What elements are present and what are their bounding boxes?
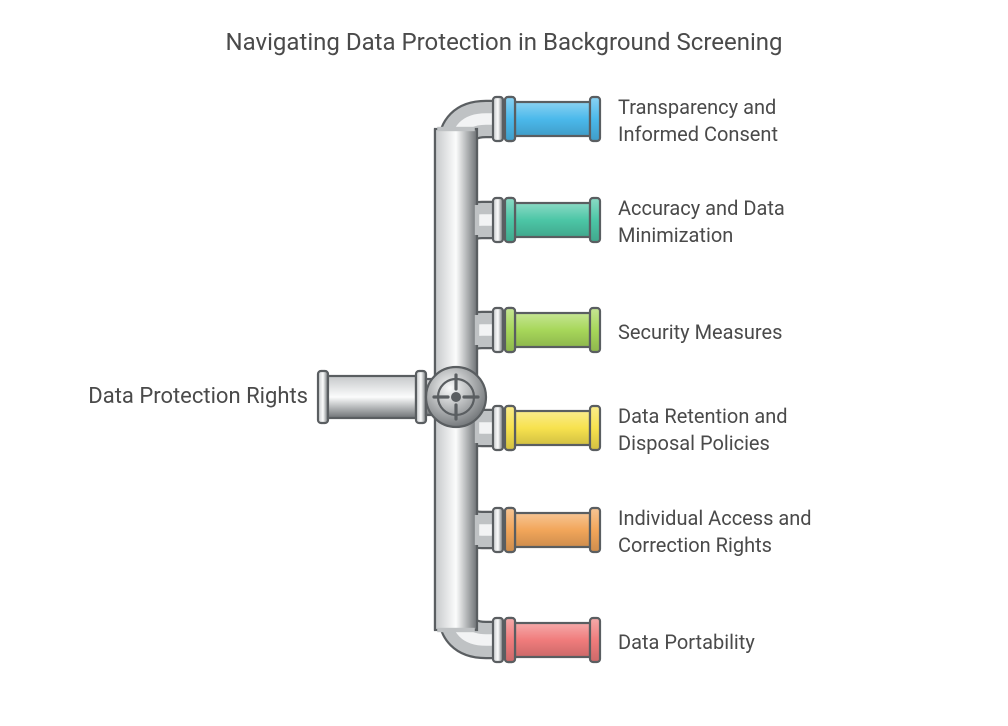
input-label: Data Protection Rights xyxy=(88,384,308,409)
output-label-4: Individual Access andCorrection Rights xyxy=(618,505,812,559)
diagram-title: Navigating Data Protection in Background… xyxy=(225,28,782,56)
output-label-2: Security Measures xyxy=(618,319,782,346)
output-label-0: Transparency andInformed Consent xyxy=(618,94,778,148)
output-label-5: Data Portability xyxy=(618,629,755,656)
output-label-3: Data Retention andDisposal Policies xyxy=(618,403,788,457)
output-label-1: Accuracy and DataMinimization xyxy=(618,195,785,249)
